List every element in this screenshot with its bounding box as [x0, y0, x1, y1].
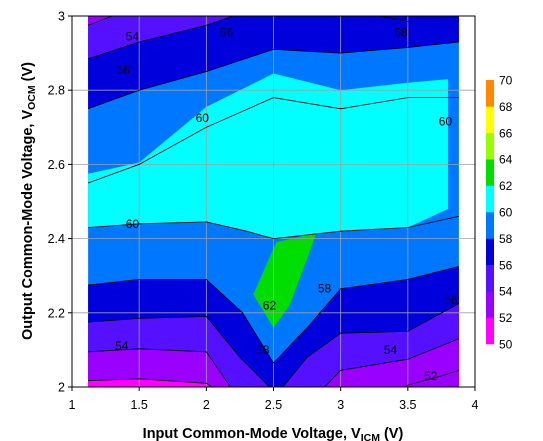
- contour-lines: [87, 16, 460, 387]
- band-54-56-top: [88, 16, 234, 59]
- legend-swatch-62: [486, 159, 494, 186]
- legend-swatch-60: [486, 185, 494, 213]
- band-62-64-island: [253, 233, 317, 328]
- x-tick-label: 1.5: [130, 398, 147, 412]
- band-52-54-bottom-right: [324, 338, 459, 387]
- x-axis-ticks: 1 1.5 2 2.5 3 3.5 4: [69, 387, 479, 412]
- legend-swatch-56: [486, 238, 494, 266]
- contour-line-56: [88, 316, 270, 387]
- y-tick-label: 2.6: [48, 158, 65, 172]
- y-axis-label-subscript: OCM: [26, 85, 38, 110]
- contour-label: 56: [116, 63, 130, 77]
- contour-line-52: [88, 378, 212, 387]
- contour-line-60: [88, 215, 459, 240]
- contour-line-58: [88, 266, 459, 364]
- legend-swatch-66: [486, 106, 494, 134]
- legend-level-label: 56: [499, 258, 513, 272]
- legend-swatch-58: [486, 212, 494, 239]
- legend-swatch-64: [486, 132, 494, 160]
- y-axis-label: Output Common-Mode Voltage, VOCM (V): [20, 62, 38, 340]
- contour-line-54: [87, 16, 113, 26]
- legend-level-label: 60: [499, 206, 513, 220]
- legend-level-label: 66: [499, 126, 513, 140]
- contour-label: 58: [256, 343, 270, 357]
- band-60-62-center: [88, 73, 449, 239]
- y-tick-label: 2.8: [48, 84, 65, 98]
- contour-label: 54: [126, 29, 140, 43]
- legend-level-label: 62: [499, 179, 513, 193]
- legend-level-label: 52: [499, 311, 513, 325]
- y-axis-ticks: 2 2.2 2.4 2.6 2.8 3: [48, 10, 72, 395]
- band-50-52-bottom: [88, 378, 212, 387]
- contour-label: 54: [384, 343, 398, 357]
- contour-labels: 54 56 58 56 60 60 60 62 58 56 54 58 54 52: [115, 26, 458, 383]
- x-axis-label-main: Input Common-Mode Voltage, V: [143, 426, 361, 441]
- contour-line-60: [87, 97, 459, 184]
- y-tick-label: 2.4: [48, 232, 65, 246]
- legend-level-label: 58: [499, 232, 513, 246]
- x-axis-label-subscript: ICM: [361, 432, 381, 441]
- contour-label: 60: [196, 111, 210, 125]
- x-tick-label: 1: [69, 398, 76, 412]
- x-tick-label: 3.5: [399, 398, 416, 412]
- x-tick-label: 4: [472, 398, 479, 412]
- contour-label: 60: [126, 217, 140, 231]
- x-tick-label: 2.5: [265, 398, 282, 412]
- y-axis-label-unit: (V): [20, 62, 36, 86]
- legend-level-label: 70: [499, 74, 513, 88]
- legend-swatch-52: [486, 291, 494, 318]
- contour-line-56: [380, 16, 459, 23]
- legend-swatch-54: [486, 264, 494, 292]
- contour-label: 60: [439, 115, 453, 129]
- band-52-54-bottom: [88, 348, 231, 387]
- y-tick-label: 2: [58, 381, 65, 395]
- band-56-58-top: [88, 16, 459, 109]
- x-tick-label: 3: [337, 398, 344, 412]
- contour-label: 52: [424, 369, 438, 383]
- x-axis-label-unit: (V): [380, 426, 404, 441]
- contour-line-54: [88, 348, 231, 387]
- contour-label: 54: [115, 339, 129, 353]
- x-tick-label: 2: [203, 398, 210, 412]
- legend-swatch-50: [486, 317, 494, 345]
- contour-label: 58: [394, 26, 408, 40]
- band-54-56-top-right: [381, 16, 459, 22]
- color-scale-legend: 50 52 54 56 58 60 62 64 66 68 70: [486, 74, 513, 352]
- contour-line-54: [324, 338, 460, 387]
- contour-line-56: [87, 16, 234, 60]
- y-tick-label: 2.2: [48, 306, 65, 320]
- legend-swatch-68: [486, 80, 494, 107]
- legend-level-label: 68: [499, 100, 513, 114]
- legend-level-label: 64: [499, 153, 513, 167]
- contour-line-58: [87, 41, 459, 110]
- y-tick-label: 3: [58, 10, 65, 24]
- contour-line-56: [282, 303, 460, 387]
- contour-label: 56: [444, 293, 458, 307]
- y-axis-label-main: Output Common-Mode Voltage, V: [20, 110, 36, 340]
- contour-label: 56: [220, 26, 234, 40]
- contour-label: 58: [318, 282, 332, 296]
- x-axis-label: Input Common-Mode Voltage, VICM (V): [143, 426, 404, 441]
- contour-line-52: [404, 369, 460, 387]
- legend-level-label: 54: [499, 285, 513, 299]
- contour-label: 62: [263, 298, 277, 312]
- legend-level-label: 50: [499, 338, 513, 352]
